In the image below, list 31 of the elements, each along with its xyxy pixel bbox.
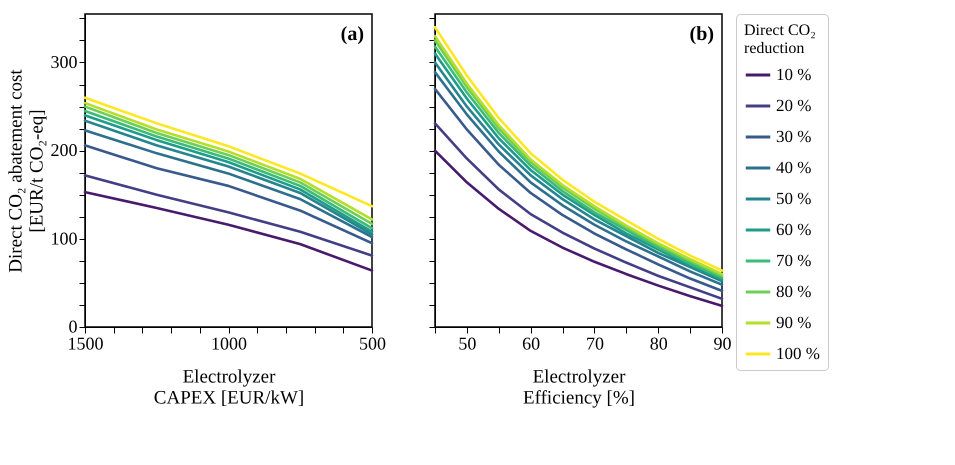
x-axis-title: Electrolyzer Efficiency [%] [522,366,636,408]
x-tick-label: 1500 [68,334,104,354]
line-series [84,174,374,257]
y-tick-label: 100 [50,228,78,248]
x-tick-label: 60 [522,334,540,354]
legend-label: 30 % [776,127,812,146]
y-axis-title: Direct CO₂ abatement cost [EUR/t CO₂-eq] [6,68,48,273]
x-tick-label: 70 [586,334,604,354]
legend-title: Direct CO₂ reduction [744,22,816,57]
line-series [84,144,374,245]
y-tick-label: 200 [50,140,78,160]
legend-label: 10 % [776,65,812,84]
annotation: (b) [690,23,714,45]
x-tick-label: 1000 [211,334,247,354]
line-series [84,190,374,272]
x-tick-label: 90 [714,334,732,354]
legend-label: 80 % [776,282,812,301]
legend-label: 50 % [776,189,812,208]
y-tick-label: 0 [68,316,78,336]
legend-label: 60 % [776,220,812,239]
legend-label: 70 % [776,251,812,270]
legend-label: 40 % [776,158,812,177]
x-tick-label: 50 [458,334,476,354]
legend-label: 20 % [776,96,812,115]
legend-label: 90 % [776,313,812,332]
x-tick-label: 80 [650,334,668,354]
legend-label: 100 % [776,344,820,363]
annotation: (a) [340,23,364,45]
x-axis-title: Electrolyzer CAPEX [EUR/kW] [154,366,304,408]
y-tick-label: 300 [50,52,78,72]
x-tick-label: 500 [359,334,386,354]
